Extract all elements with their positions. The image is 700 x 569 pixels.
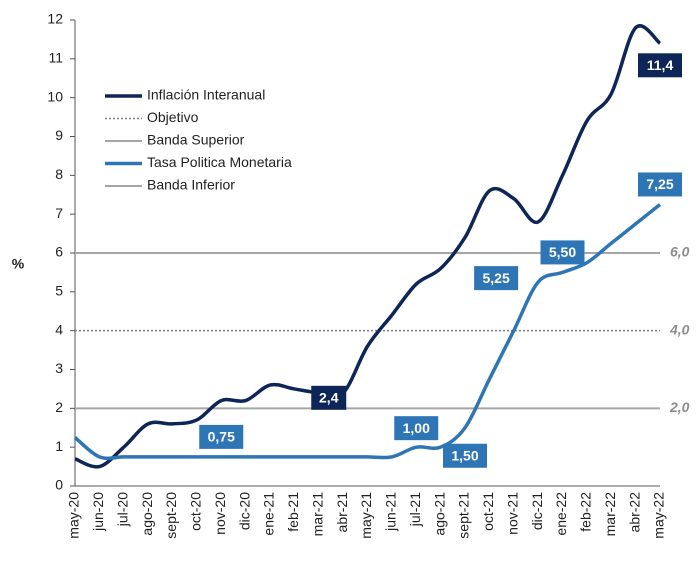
legend-label: Inflación Interanual <box>147 87 265 103</box>
data-label-box <box>311 385 347 410</box>
x-tick-label: ene-21 <box>261 492 277 536</box>
x-tick-label: mar-22 <box>602 492 618 537</box>
data-label: 7,25 <box>646 176 673 192</box>
y-tick-label: 10 <box>47 88 63 104</box>
data-label-box <box>474 266 519 291</box>
y-tick-label: 9 <box>55 127 63 143</box>
x-tick-label: may-22 <box>651 492 667 539</box>
legend-label: Objetivo <box>147 109 199 125</box>
data-line <box>73 203 662 461</box>
x-tick-label: ene-22 <box>553 492 569 536</box>
data-line <box>74 24 662 469</box>
x-tick-label: mar-21 <box>309 492 325 537</box>
x-tick-label: dic-21 <box>529 492 545 530</box>
x-tick-label: oct-21 <box>480 492 496 531</box>
y-tick-label: 1 <box>55 438 63 454</box>
legend-label: Tasa Politica Monetaria <box>147 154 292 170</box>
x-tick-label: jul-21 <box>407 492 423 527</box>
y-tick-label: 0 <box>55 477 63 493</box>
x-tick-label: abr-22 <box>626 492 642 533</box>
x-tick-label: oct-20 <box>188 492 204 531</box>
x-tick-label: jun-20 <box>90 492 106 532</box>
y-tick-label: 4 <box>55 321 63 337</box>
x-tick-label: ago-20 <box>139 492 155 536</box>
x-tick-label: sept-20 <box>163 492 179 539</box>
data-label-box <box>540 240 585 265</box>
data-label: 5,25 <box>483 270 510 286</box>
x-tick-label: jul-20 <box>114 492 130 527</box>
data-label: 2,4 <box>319 390 339 406</box>
x-tick-label: dic-20 <box>236 492 252 530</box>
data-label-box <box>638 172 682 197</box>
y-axis-label: % <box>12 256 25 272</box>
x-tick-label: may-21 <box>358 492 374 539</box>
data-label: 11,4 <box>647 57 674 73</box>
legend-label: Banda Inferior <box>147 177 235 193</box>
x-tick-label: abr-21 <box>334 492 350 533</box>
data-label-box <box>394 416 439 441</box>
x-tick-label: may-20 <box>66 492 82 539</box>
legend-label: Banda Superior <box>147 132 245 148</box>
x-tick-label: nov-21 <box>504 492 520 535</box>
reference-label: 2,0 <box>669 399 690 415</box>
data-label-box <box>443 443 487 468</box>
x-tick-label: sept-21 <box>456 492 472 539</box>
data-label: 0,75 <box>208 429 235 445</box>
y-tick-label: 3 <box>55 360 63 376</box>
y-tick-label: 12 <box>47 11 63 27</box>
x-tick-label: feb-21 <box>285 492 301 532</box>
y-tick-label: 11 <box>48 50 63 66</box>
x-tick-label: feb-22 <box>578 492 594 532</box>
data-label: 1,00 <box>403 420 430 436</box>
x-tick-label: ago-21 <box>431 492 447 536</box>
y-tick-label: 6 <box>55 244 63 260</box>
x-tick-label: jun-21 <box>383 492 399 532</box>
y-tick-label: 2 <box>55 399 63 415</box>
data-label-box <box>199 424 244 449</box>
x-tick-label: nov-20 <box>212 492 228 535</box>
y-tick-label: 8 <box>55 166 63 182</box>
y-tick-label: 5 <box>55 283 63 299</box>
y-tick-label: 7 <box>55 205 63 221</box>
data-label: 1,50 <box>451 447 478 463</box>
data-label: 5,50 <box>549 244 576 260</box>
data-label-box <box>638 53 682 78</box>
reference-label: 4,0 <box>669 321 690 337</box>
reference-label: 6,0 <box>670 244 690 260</box>
